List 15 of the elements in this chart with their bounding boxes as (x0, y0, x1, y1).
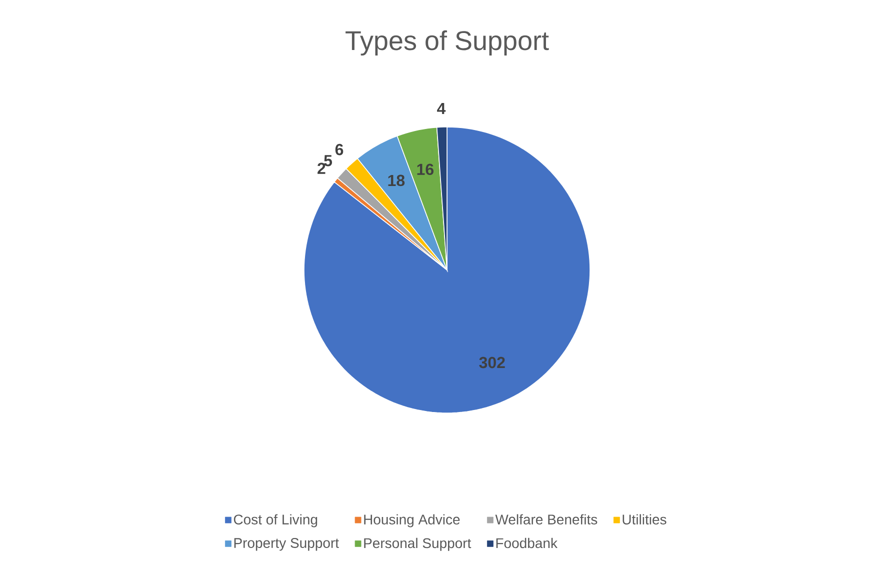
legend-label: Cost of Living (234, 514, 318, 528)
legend-label: Property Support (234, 538, 339, 551)
legend-label: Personal Support (364, 538, 472, 551)
legend-label: Utilities (622, 514, 666, 524)
chart-title: Types of Support (346, 30, 549, 56)
data-label: 4 (437, 103, 446, 114)
data-label: 2 (318, 162, 326, 174)
legend-label: Housing Advice (364, 514, 460, 528)
legend-label: Foodbank (496, 538, 558, 548)
legend-label: Welfare Benefits (495, 514, 598, 524)
data-label: 5 (324, 155, 332, 166)
data-label: 302 (479, 356, 505, 368)
data-label: 6 (335, 144, 344, 156)
data-label: 16 (417, 164, 434, 176)
data-label: 18 (388, 174, 405, 186)
